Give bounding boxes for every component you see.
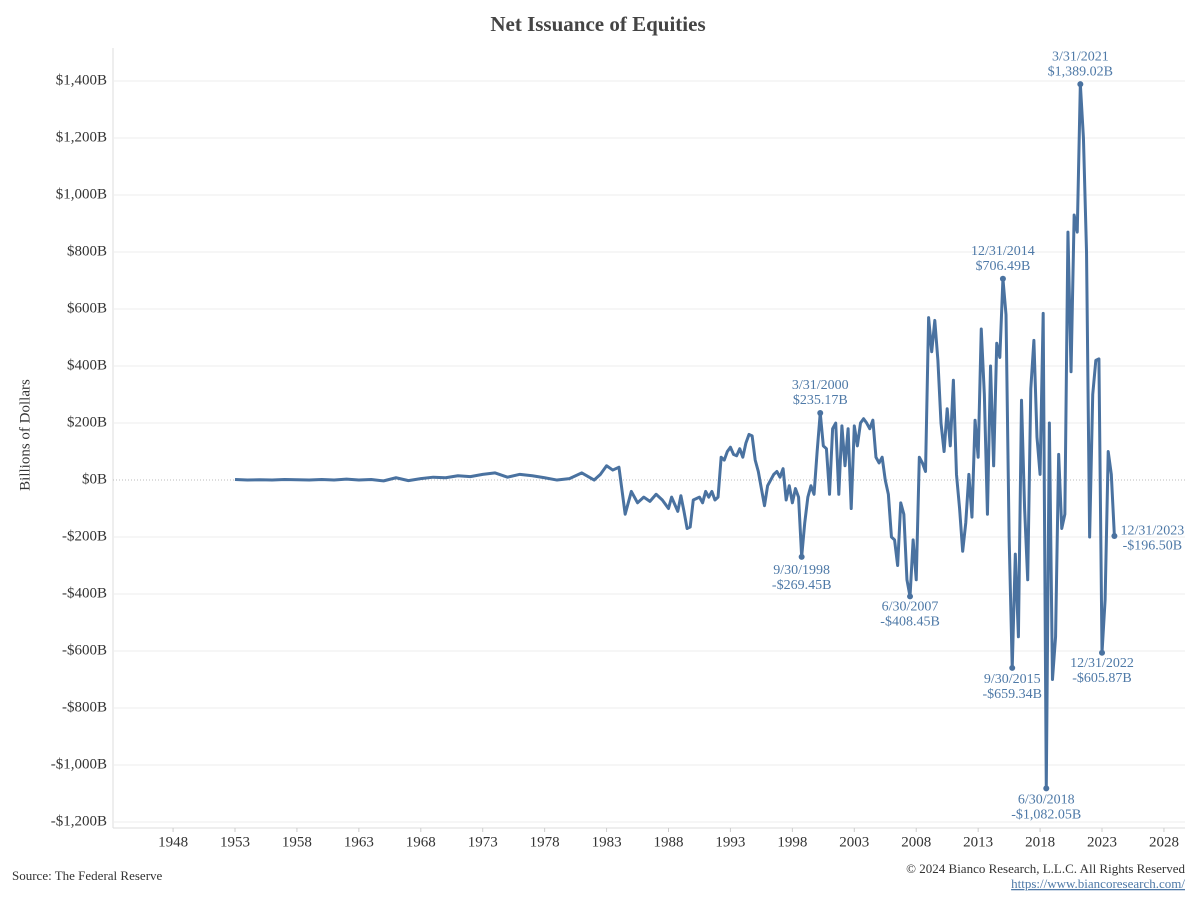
annotation-value: -$659.34B bbox=[982, 687, 1042, 702]
annotation-date: 9/30/1998 bbox=[773, 563, 830, 578]
x-tick-label: 2028 bbox=[1149, 834, 1179, 850]
y-tick-label: $1,400B bbox=[56, 72, 107, 88]
x-tick-label: 2018 bbox=[1025, 834, 1055, 850]
annotation-date: 12/31/2014 bbox=[971, 244, 1035, 259]
y-tick-label: -$800B bbox=[62, 699, 107, 715]
annotation-value: $706.49B bbox=[976, 259, 1031, 274]
annotation-value: -$196.50B bbox=[1123, 538, 1183, 553]
x-tick-label: 1963 bbox=[344, 834, 374, 850]
annotation-dot bbox=[907, 593, 914, 600]
y-tick-label: $1,200B bbox=[56, 129, 107, 145]
x-tick-label: 1983 bbox=[592, 834, 622, 850]
annotation-value: -$269.45B bbox=[772, 578, 832, 593]
x-tick-label: 1988 bbox=[654, 834, 684, 850]
annotation-date: 3/31/2000 bbox=[792, 378, 849, 393]
annotation-date: 12/31/2022 bbox=[1070, 656, 1134, 671]
y-tick-label: $800B bbox=[67, 243, 107, 259]
x-tick-label: 1973 bbox=[468, 834, 498, 850]
chart-title: Net Issuance of Equities bbox=[490, 12, 705, 36]
x-tick-label: 2023 bbox=[1087, 834, 1117, 850]
annotation-value: $1,389.02B bbox=[1048, 64, 1113, 79]
x-tick-label: 1993 bbox=[715, 834, 745, 850]
y-tick-label: -$400B bbox=[62, 585, 107, 601]
annotation-dot bbox=[1043, 785, 1050, 792]
annotation-value: $235.17B bbox=[793, 393, 848, 408]
annotation-date: 9/30/2015 bbox=[984, 672, 1041, 687]
annotation-dot bbox=[817, 410, 824, 417]
x-tick-label: 2003 bbox=[839, 834, 869, 850]
annotation-date: 3/31/2021 bbox=[1052, 49, 1109, 64]
annotation-date: 6/30/2018 bbox=[1018, 793, 1075, 808]
y-tick-label: -$1,000B bbox=[51, 756, 107, 772]
y-tick-label: $600B bbox=[67, 300, 107, 316]
annotation-dot bbox=[1009, 664, 1016, 671]
y-tick-label: -$600B bbox=[62, 642, 107, 658]
x-tick-label: 1953 bbox=[220, 834, 250, 850]
annotation-date: 6/30/2007 bbox=[882, 600, 939, 615]
x-tick-label: 1968 bbox=[406, 834, 436, 850]
x-tick-label: 1998 bbox=[777, 834, 807, 850]
annotation-dot bbox=[1099, 649, 1106, 656]
annotation-value: -$605.87B bbox=[1072, 671, 1132, 686]
data-line bbox=[234, 82, 1116, 790]
x-tick-label: 1958 bbox=[282, 834, 312, 850]
y-tick-label: -$1,200B bbox=[51, 813, 107, 829]
y-tick-label: $1,000B bbox=[56, 186, 107, 202]
y-tick-label: $400B bbox=[67, 357, 107, 373]
annotation-dot bbox=[798, 553, 805, 560]
y-tick-label: $200B bbox=[67, 414, 107, 430]
annotation-date: 12/31/2023 bbox=[1121, 523, 1185, 538]
annotation-dot bbox=[1077, 81, 1084, 88]
annotation-value: -$408.45B bbox=[880, 615, 940, 630]
copyright: © 2024 Bianco Research, L.L.C. All Right… bbox=[906, 861, 1185, 876]
annotation-value: -$1,082.05B bbox=[1011, 808, 1081, 823]
annotation-dot bbox=[1111, 533, 1118, 540]
y-tick-label: -$200B bbox=[62, 528, 107, 544]
x-tick-label: 1948 bbox=[158, 834, 188, 850]
x-tick-label: 1978 bbox=[530, 834, 560, 850]
y-tick-label: $0B bbox=[82, 471, 107, 487]
source: Source: The Federal Reserve bbox=[12, 868, 163, 883]
x-tick-label: 2008 bbox=[901, 834, 931, 850]
y-axis-label: Billions of Dollars bbox=[17, 379, 33, 491]
url[interactable]: https://www.biancoresearch.com/ bbox=[1011, 876, 1185, 891]
annotation-dot bbox=[999, 275, 1006, 282]
x-tick-label: 2013 bbox=[963, 834, 993, 850]
